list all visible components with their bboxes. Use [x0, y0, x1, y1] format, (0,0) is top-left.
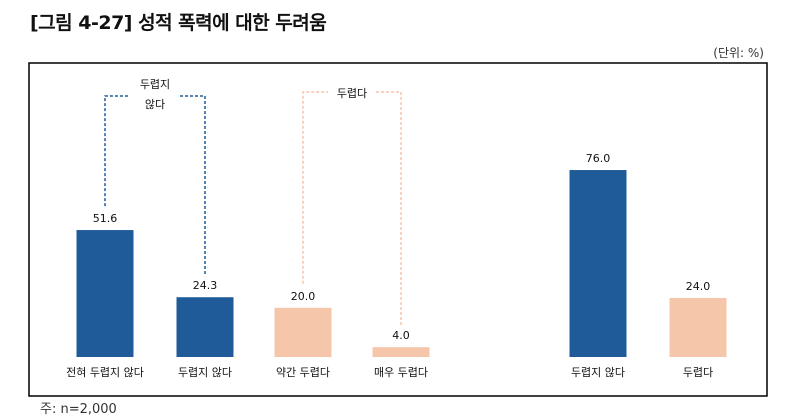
group-label: 두렵지 — [140, 78, 170, 91]
unit-label: (단위: %) — [713, 46, 764, 60]
data-label: 20.0 — [291, 290, 316, 303]
group-label: 두렵다 — [337, 87, 367, 100]
data-label: 76.0 — [586, 152, 611, 165]
data-label: 4.0 — [392, 329, 410, 342]
bracket-connector — [302, 91, 402, 326]
category-label: 두렵지 않다 — [178, 366, 232, 379]
data-label: 51.6 — [93, 212, 118, 225]
category-label: 약간 두렵다 — [276, 365, 330, 379]
footnote: 주: n=2,000 — [40, 402, 117, 417]
bar — [274, 307, 332, 357]
chart-frame — [28, 62, 768, 397]
bar — [176, 297, 234, 357]
bar — [372, 347, 430, 357]
bar — [569, 170, 627, 357]
category-label: 두렵지 않다 — [571, 366, 625, 379]
data-label: 24.0 — [686, 280, 711, 293]
category-label: 전혀 두렵지 않다 — [66, 366, 144, 379]
category-label: 두렵다 — [683, 366, 713, 379]
bar — [669, 297, 727, 357]
bracket-connector — [104, 95, 206, 276]
group-label: 않다 — [145, 98, 165, 111]
figure-title: [그림 4-27] 성적 폭력에 대한 두려움 — [30, 12, 327, 34]
bar — [76, 230, 134, 357]
data-label: 24.3 — [193, 279, 218, 292]
category-label: 매우 두렵다 — [374, 366, 428, 379]
